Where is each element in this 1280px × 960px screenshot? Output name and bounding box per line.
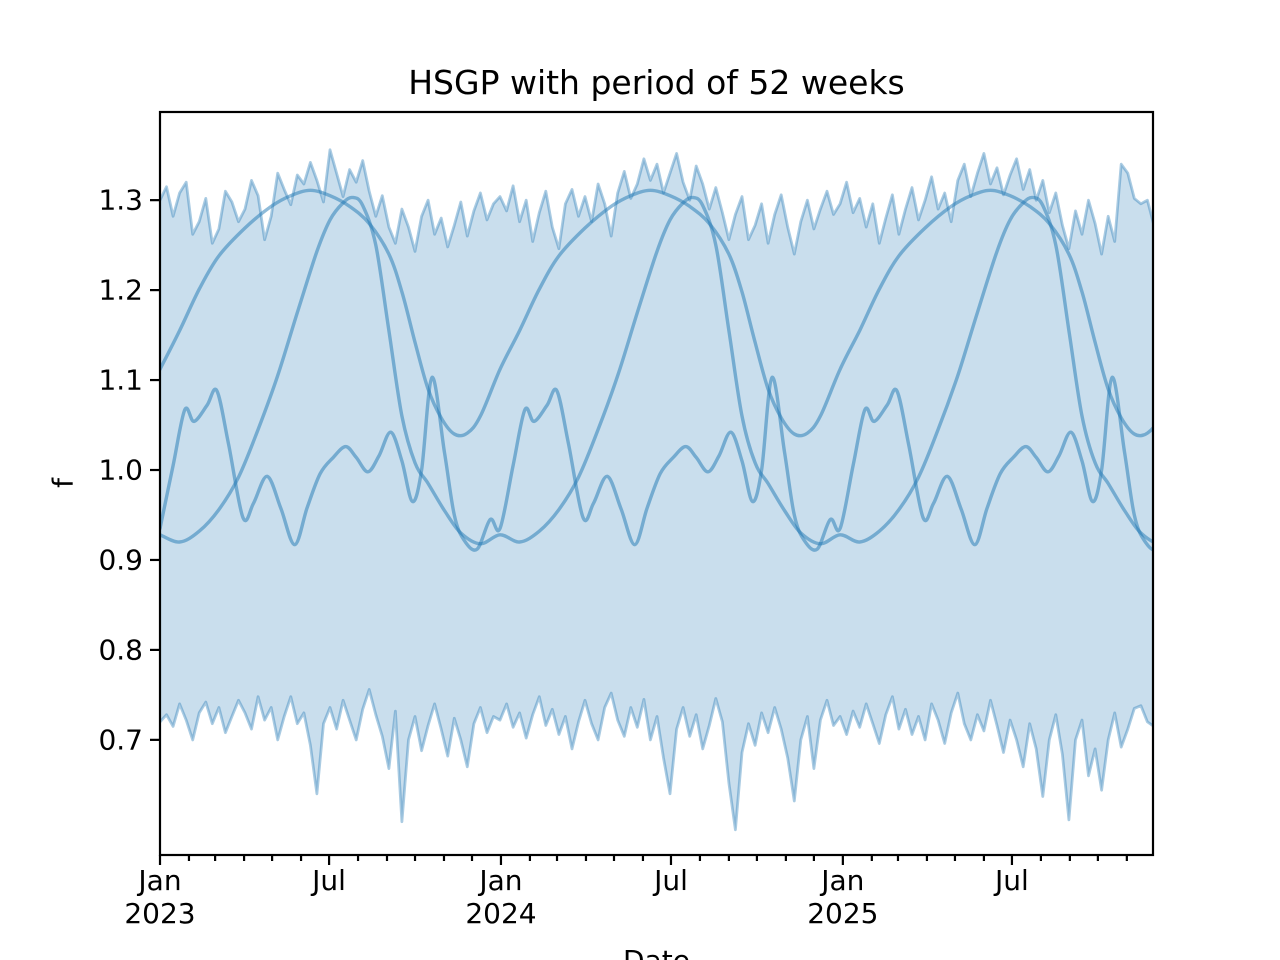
x-tick-label: Jan — [819, 864, 864, 897]
x-tick-year-label: 2025 — [807, 897, 878, 930]
y-tick-label: 1.0 — [98, 454, 143, 487]
gp-sample-curve-3 — [160, 375, 1153, 552]
y-tick-label: 0.8 — [98, 633, 143, 666]
plot-contents — [160, 148, 1153, 832]
x-axis-label: Date — [160, 944, 1153, 960]
x-tick-year-label: 2023 — [124, 897, 195, 930]
x-tick-label: Jul — [993, 864, 1029, 897]
axes-spines — [158, 110, 1155, 857]
hdi-band-upper-edge — [160, 148, 1153, 256]
gp-sample-curve-2 — [160, 195, 1153, 546]
x-tick-label: Jan — [136, 864, 181, 897]
x-tick-year-label: 2024 — [465, 897, 536, 930]
chart-title: HSGP with period of 52 weeks — [408, 63, 905, 102]
hdi-band-lower-edge — [160, 688, 1153, 832]
y-tick-label: 0.9 — [98, 543, 143, 576]
gp-sample-curve-1 — [160, 188, 1153, 438]
x-tick-label: Jan — [477, 864, 522, 897]
y-tick-label: 1.1 — [98, 364, 143, 397]
x-tick-label: Jul — [310, 864, 346, 897]
x-tick-label: Jul — [652, 864, 688, 897]
y-tick-label: 0.7 — [98, 723, 143, 756]
y-tick-label: 1.2 — [98, 274, 143, 307]
y-tick-label: 1.3 — [98, 184, 143, 217]
